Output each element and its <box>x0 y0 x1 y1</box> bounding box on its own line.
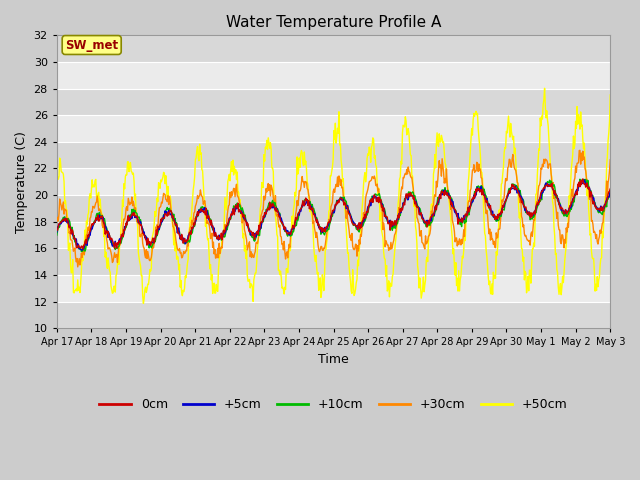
Bar <box>57 195 611 222</box>
Legend: 0cm, +5cm, +10cm, +30cm, +50cm: 0cm, +5cm, +10cm, +30cm, +50cm <box>95 393 573 416</box>
Bar <box>57 248 611 275</box>
Text: SW_met: SW_met <box>65 38 118 51</box>
Bar <box>57 222 611 248</box>
Bar <box>57 89 611 115</box>
Bar <box>57 142 611 168</box>
Bar <box>57 301 611 328</box>
Title: Water Temperature Profile A: Water Temperature Profile A <box>226 15 441 30</box>
Bar <box>57 62 611 89</box>
Bar <box>57 36 611 62</box>
X-axis label: Time: Time <box>318 353 349 366</box>
Bar <box>57 115 611 142</box>
Y-axis label: Temperature (C): Temperature (C) <box>15 131 28 233</box>
Bar <box>57 168 611 195</box>
Bar <box>57 275 611 301</box>
